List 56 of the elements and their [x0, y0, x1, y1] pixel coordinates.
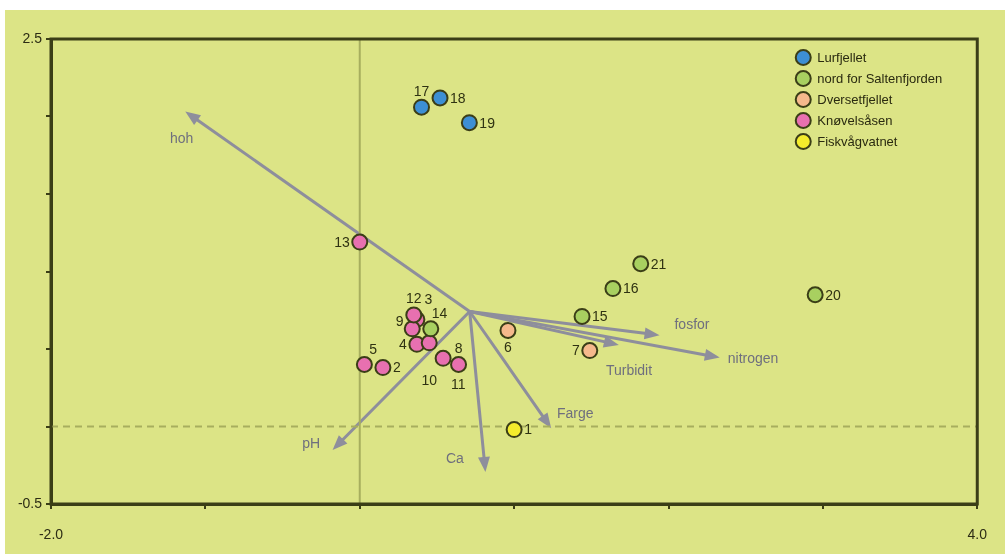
- annotation: pH: [302, 434, 321, 451]
- point: [460, 114, 478, 132]
- point: [420, 334, 438, 352]
- point: [581, 342, 599, 360]
- annotation: 16: [622, 280, 639, 297]
- annotation: Ca: [445, 449, 465, 466]
- annotation: 12: [406, 290, 422, 307]
- x-tick-label: 4.0: [967, 526, 988, 543]
- annotation: 6: [504, 338, 513, 355]
- annotation: 20: [825, 286, 841, 303]
- annotation: nitrogen: [727, 349, 779, 366]
- annotation: 3: [424, 291, 433, 308]
- point: [403, 320, 421, 338]
- legend-label: Lurfjellet: [817, 50, 867, 66]
- point: [351, 233, 369, 251]
- point: [374, 359, 392, 377]
- annotation: Turbidit: [605, 361, 653, 378]
- annotation: 17: [413, 82, 430, 99]
- annotation: fosfor: [674, 315, 710, 332]
- legend-label: Fiskvågvatnet: [817, 134, 898, 150]
- annotation: 7: [571, 342, 580, 359]
- legend-label: Dversetfjellet: [817, 92, 893, 108]
- annotation: 8: [454, 339, 463, 356]
- point: [434, 349, 452, 367]
- legend-label: Knøvelsåsen: [817, 113, 893, 129]
- annotation: 13: [334, 233, 350, 250]
- annotation: 11: [450, 376, 466, 393]
- annotation: 19: [479, 114, 496, 131]
- annotation: 1: [524, 421, 533, 438]
- annotation: 5: [369, 341, 378, 358]
- x-tick-label: -2.0: [38, 526, 64, 543]
- annotation: Farge: [556, 404, 594, 421]
- annotation: 4: [399, 336, 408, 353]
- legend-label: nord for Saltenfjorden: [817, 71, 943, 87]
- annotation: 21: [650, 255, 667, 272]
- annotation: 14: [431, 305, 448, 322]
- annotation: hoh: [169, 129, 194, 146]
- annotation: 10: [421, 371, 438, 388]
- point: [573, 307, 591, 325]
- y-tick-label: 2.5: [22, 29, 43, 46]
- point: [431, 89, 449, 107]
- point: [413, 98, 431, 116]
- point: [405, 306, 423, 324]
- y-tick-label: -0.5: [17, 494, 43, 511]
- annotation: 18: [450, 89, 466, 106]
- point: [355, 356, 373, 373]
- point: [604, 280, 622, 298]
- point: [450, 356, 468, 373]
- annotation: 9: [395, 313, 404, 330]
- annotation: 15: [592, 308, 608, 325]
- point: [422, 320, 440, 338]
- annotation: 2: [392, 359, 401, 376]
- point: [505, 421, 523, 439]
- point: [632, 255, 650, 273]
- point: [806, 286, 824, 304]
- point: [499, 321, 517, 339]
